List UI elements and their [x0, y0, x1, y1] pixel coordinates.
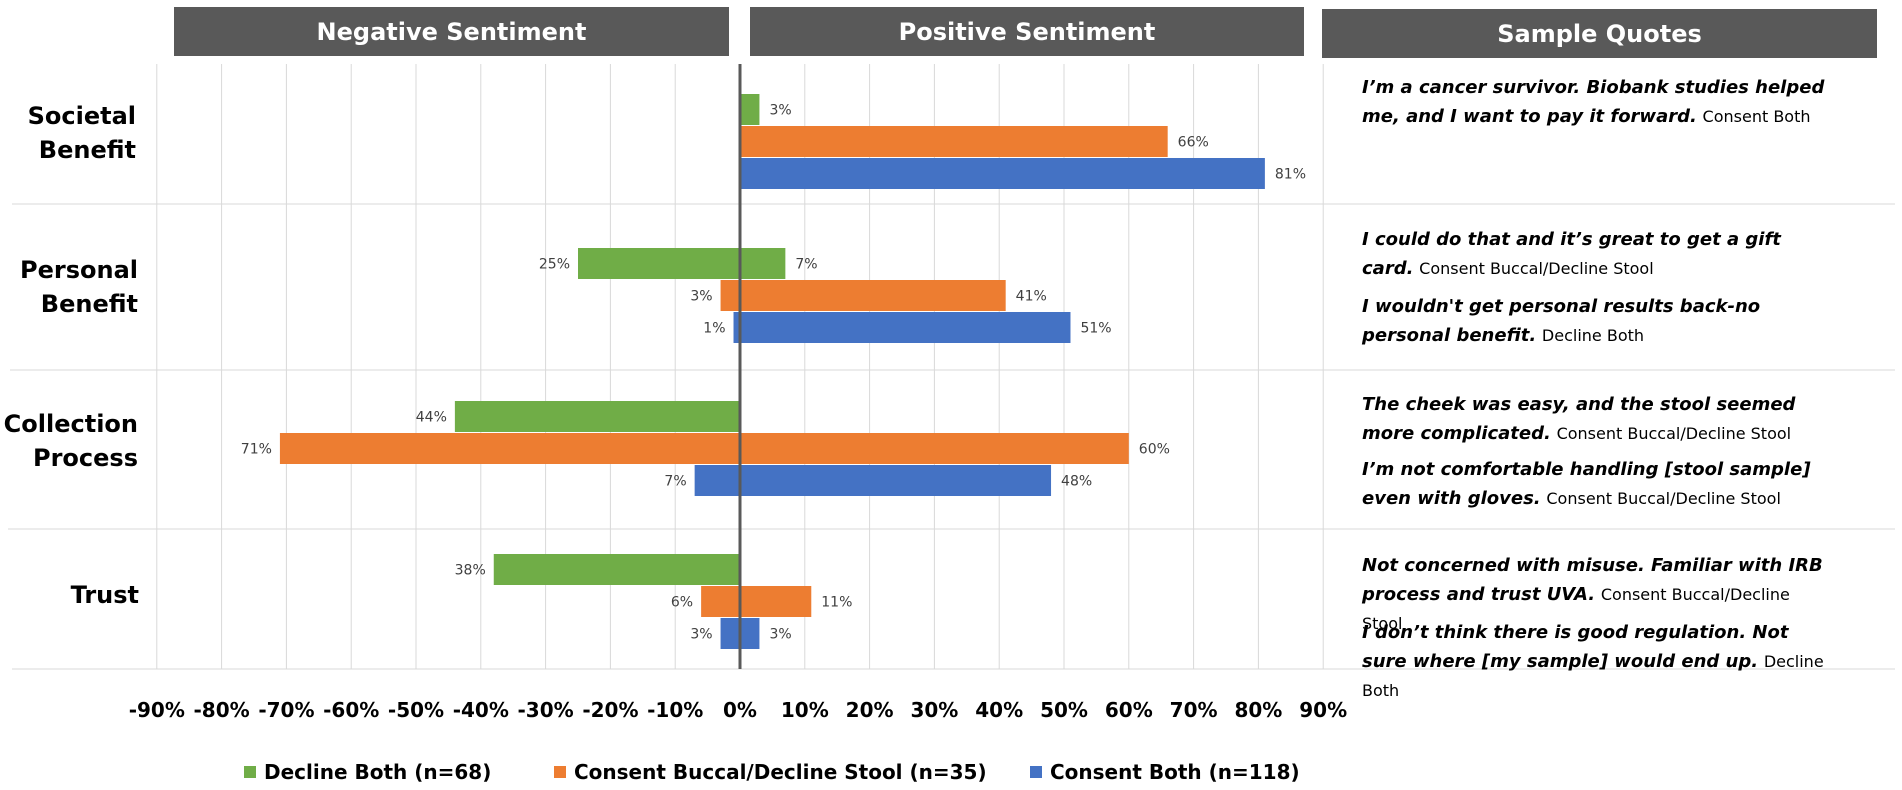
- header-negative-sentiment: Negative Sentiment: [174, 7, 729, 56]
- quote-6-source: Consent Buccal/Decline Stool: [1362, 585, 1790, 633]
- quote-5: I’m not comfortable handling [stool samp…: [1362, 455, 1832, 513]
- data-label-consent_buccal-positive: 60%: [1139, 442, 1170, 458]
- quote-1-source: Consent Both: [1702, 107, 1811, 126]
- x-tick-label: 60%: [1105, 698, 1153, 722]
- bar-consent_buccal-negative: [279, 433, 740, 464]
- bar-decline_both-negative: [454, 401, 740, 432]
- data-label-consent_buccal-positive: 41%: [1016, 289, 1047, 305]
- quote-4-text: The cheek was easy, and the stool seemed…: [1362, 394, 1796, 444]
- x-tick-label: -60%: [323, 698, 379, 722]
- data-label-consent_both-positive: 3%: [769, 627, 791, 643]
- legend-swatch-green: [244, 766, 256, 778]
- legend-swatch-orange: [554, 766, 566, 778]
- bar-consent_both-positive: [740, 465, 1052, 496]
- legend-consent-buccal: Consent Buccal/Decline Stool (n=35): [554, 760, 987, 784]
- bar-consent_buccal-positive: [740, 126, 1168, 157]
- data-label-consent_both-positive: 81%: [1275, 167, 1306, 183]
- x-tick-label: 40%: [975, 698, 1023, 722]
- quote-1-text: I’m a cancer survivor. Biobank studies h…: [1362, 77, 1825, 127]
- bar-consent_buccal-positive: [740, 586, 812, 617]
- legend-swatch-blue: [1030, 766, 1042, 778]
- category-label-collection: Collection: [4, 410, 138, 438]
- header-sample-quotes: Sample Quotes: [1322, 9, 1877, 58]
- legend-consent-both: Consent Both (n=118): [1030, 760, 1300, 784]
- category-label-collection-line2: Process: [33, 444, 138, 472]
- x-tick-label: 10%: [781, 698, 829, 722]
- quote-6: Not concerned with misuse. Familiar with…: [1362, 551, 1832, 638]
- data-label-consent_buccal-positive: 66%: [1178, 135, 1209, 151]
- data-label-consent_both-negative: 1%: [703, 321, 725, 337]
- x-tick-label: 0%: [723, 698, 757, 722]
- bar-decline_both-positive: [740, 248, 786, 279]
- data-label-consent_buccal-negative: 6%: [671, 595, 693, 611]
- data-label-consent_both-negative: 3%: [690, 627, 712, 643]
- bar-consent_both-positive: [740, 618, 760, 649]
- quote-5-text: I’m not comfortable handling [stool samp…: [1362, 459, 1811, 509]
- quote-5-source: Consent Buccal/Decline Stool: [1546, 489, 1781, 508]
- x-tick-label: -30%: [518, 698, 574, 722]
- quote-1: I’m a cancer survivor. Biobank studies h…: [1362, 73, 1832, 131]
- quote-4-source: Consent Buccal/Decline Stool: [1556, 424, 1792, 443]
- data-label-decline_both-negative: 44%: [416, 410, 447, 426]
- header-positive-sentiment: Positive Sentiment: [750, 7, 1304, 56]
- quote-2-text: I could do that and it’s great to get a …: [1362, 229, 1781, 279]
- legend-label-consent-both: Consent Both (n=118): [1050, 760, 1300, 784]
- x-tick-label: 50%: [1040, 698, 1088, 722]
- bar-consent_buccal-positive: [740, 280, 1006, 311]
- x-tick-label: 30%: [910, 698, 958, 722]
- data-label-consent_both-positive: 48%: [1061, 474, 1092, 490]
- category-label-societal-line2: Benefit: [39, 136, 136, 164]
- data-label-consent_buccal-negative: 71%: [241, 442, 272, 458]
- quote-4: The cheek was easy, and the stool seemed…: [1362, 390, 1832, 448]
- data-label-decline_both-negative: 25%: [539, 257, 570, 273]
- x-tick-label: 70%: [1170, 698, 1218, 722]
- legend-label-decline-both: Decline Both (n=68): [264, 760, 492, 784]
- category-label-trust: Trust: [71, 581, 139, 609]
- data-label-decline_both-positive: 3%: [769, 103, 791, 119]
- quote-3-source: Decline Both: [1541, 326, 1645, 345]
- category-label-personal-line2: Benefit: [41, 290, 138, 318]
- data-label-consent_buccal-negative: 3%: [690, 289, 712, 305]
- data-label-consent_buccal-positive: 11%: [821, 595, 852, 611]
- quote-2: I could do that and it’s great to get a …: [1362, 225, 1832, 283]
- bar-consent_both-negative: [733, 312, 740, 343]
- quote-7-text: I don’t think there is good regulation. …: [1362, 622, 1789, 672]
- data-label-decline_both-positive: 7%: [795, 257, 817, 273]
- x-tick-label: -10%: [647, 698, 703, 722]
- x-tick-label: -50%: [388, 698, 444, 722]
- x-tick-label: 20%: [846, 698, 894, 722]
- legend-decline-both: Decline Both (n=68): [244, 760, 491, 784]
- x-tick-label: -70%: [258, 698, 314, 722]
- x-tick-label: 90%: [1299, 698, 1347, 722]
- bar-consent_both-negative: [694, 465, 740, 496]
- quote-2-source: Consent Buccal/Decline Stool: [1419, 259, 1654, 278]
- category-label-societal: Societal: [28, 102, 136, 130]
- category-label-personal: Personal: [20, 256, 138, 284]
- quote-6-text: Not concerned with misuse. Familiar with…: [1362, 555, 1823, 605]
- legend-label-consent-buccal: Consent Buccal/Decline Stool (n=35): [574, 760, 987, 784]
- quote-3: I wouldn't get personal results back-no …: [1362, 292, 1832, 350]
- data-label-consent_both-negative: 7%: [664, 474, 686, 490]
- quote-7: I don’t think there is good regulation. …: [1362, 618, 1832, 705]
- data-label-decline_both-negative: 38%: [455, 563, 486, 579]
- quote-3-text: I wouldn't get personal results back-no …: [1362, 296, 1761, 346]
- bar-consent_both-positive: [740, 158, 1265, 189]
- bar-consent_buccal-negative: [720, 280, 740, 311]
- bar-decline_both-negative: [578, 248, 740, 279]
- bar-decline_both-positive: [740, 94, 760, 125]
- bar-consent_buccal-negative: [701, 586, 740, 617]
- x-tick-label: 80%: [1234, 698, 1282, 722]
- quote-7-source: Decline Both: [1362, 652, 1824, 700]
- bar-decline_both-negative: [493, 554, 740, 585]
- bar-consent_buccal-positive: [740, 433, 1129, 464]
- x-tick-label: -20%: [582, 698, 638, 722]
- x-tick-label: -90%: [129, 698, 185, 722]
- data-label-consent_both-positive: 51%: [1080, 321, 1111, 337]
- x-tick-label: -40%: [453, 698, 509, 722]
- x-tick-label: -80%: [194, 698, 250, 722]
- bar-consent_both-positive: [740, 312, 1071, 343]
- bar-consent_both-negative: [720, 618, 740, 649]
